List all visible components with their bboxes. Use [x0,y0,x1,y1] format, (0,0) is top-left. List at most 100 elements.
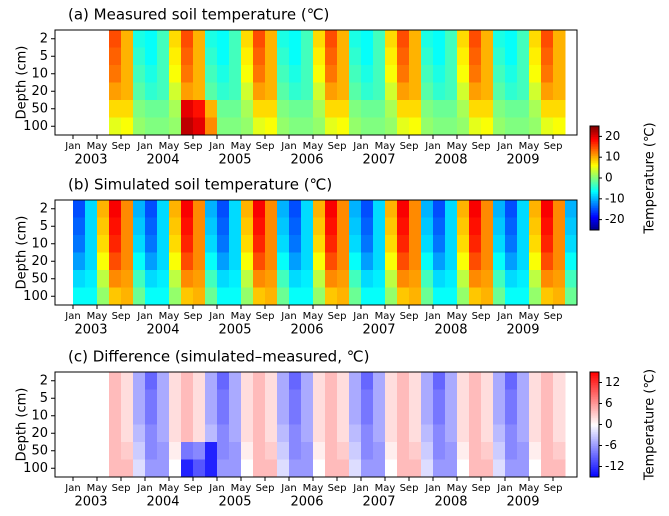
colorbar-segment [590,162,599,165]
heatmap-cell [469,235,482,253]
heatmap-cell [289,30,302,48]
heatmap-cell [301,287,314,306]
colorbar-segment [590,445,599,448]
heatmap-cell [421,389,434,408]
heatmap-cell [541,217,554,236]
heatmap-cell [529,389,542,408]
heatmap-cell [433,389,446,408]
heatmap-cell [301,65,314,83]
heatmap-cell [301,407,314,425]
x-tick-label: Jan [496,483,512,494]
heatmap-cell [205,47,218,66]
x-tick-label: May [375,483,396,494]
heatmap-cell [169,424,182,443]
heatmap-cell [169,459,182,478]
heatmap-cell [541,372,554,390]
colorbar-segment [590,391,599,394]
heatmap-cell [421,200,434,218]
heatmap-cell [421,287,434,306]
colorbar-tick-label: -10 [605,191,625,205]
heatmap-cell [493,407,506,425]
heatmap-cell [349,100,362,118]
heatmap-cell [541,47,554,66]
heatmap-cell [277,372,290,390]
heatmap-cell [325,459,338,478]
heatmap-cell [349,389,362,408]
heatmap-cell [301,235,314,253]
colorbar-segment [590,131,599,134]
heatmap-cell [493,235,506,253]
heatmap-cell [229,217,242,236]
heatmap-cell [433,65,446,83]
heatmap-cell [121,200,134,218]
heatmap-cell [157,47,170,66]
heatmap-cell [349,235,362,253]
heatmap-cell [481,100,494,118]
heatmap-cell [265,459,278,478]
colorbar-segment [590,132,599,136]
heatmap-cell [253,287,266,306]
x-tick-label: Jan [496,311,512,322]
heatmap-cell [361,117,374,136]
x-tick-label: May [159,141,180,152]
heatmap-cell [277,65,290,83]
heatmap-cell [421,252,434,271]
heatmap-cell [133,442,146,460]
heatmap-cell [349,270,362,288]
x-tick-label: May [87,141,108,152]
colorbar-segment [590,428,599,431]
heatmap-cell [361,65,374,83]
colorbar-segment [590,143,599,146]
y-tick-label: 50 [31,271,48,286]
heatmap-cell [433,200,446,218]
heatmap-cell [157,235,170,253]
heatmap-cell [349,252,362,271]
heatmap-cell [529,65,542,83]
heatmap-cell [181,287,194,306]
year-label: 2007 [362,495,395,510]
colorbar-segment [590,417,599,420]
heatmap-cell [289,372,302,390]
heatmap-cell [505,200,518,218]
heatmap-cell [493,287,506,306]
colorbar-segment [590,431,599,434]
heatmap-cell [493,200,506,218]
heatmap-cell [301,117,314,136]
y-axis-label: Depth (cm) [15,388,30,462]
x-tick-label: Jan [424,483,440,494]
heatmap-cell [205,217,218,236]
heatmap-cell [241,252,254,271]
colorbar-segment [590,393,599,396]
heatmap-cell [445,117,458,136]
heatmap-cell [469,372,482,390]
heatmap-cell [205,389,218,408]
heatmap-cell [505,82,518,101]
heatmap-cell [517,30,530,48]
heatmap-cell [265,65,278,83]
colorbar-segment [590,150,599,153]
heatmap-cell [121,235,134,253]
heatmap-cell [337,82,350,101]
heatmap-cell [121,459,134,478]
heatmap-cell [277,100,290,118]
colorbar-tick-label: 0 [605,417,613,431]
heatmap-cell [553,117,566,136]
heatmap-cell [109,235,122,253]
heatmap-cell [181,270,194,288]
heatmap-cell [241,117,254,136]
y-tick-label: 20 [31,254,48,269]
year-label: 2004 [146,153,179,168]
heatmap-cell [385,407,398,425]
heatmap-cell [373,287,386,306]
x-tick-label: May [447,483,468,494]
heatmap-cell [409,270,422,288]
heatmap-cell [373,47,386,66]
colorbar-tick-label: -6 [605,438,617,452]
colorbar-tick-label: -12 [605,459,625,473]
heatmap-cell [373,459,386,478]
heatmap-cell [481,389,494,408]
colorbar-segment [590,207,599,210]
heatmap-cell [349,287,362,306]
heatmap-cell [565,287,578,306]
heatmap-cell [361,389,374,408]
